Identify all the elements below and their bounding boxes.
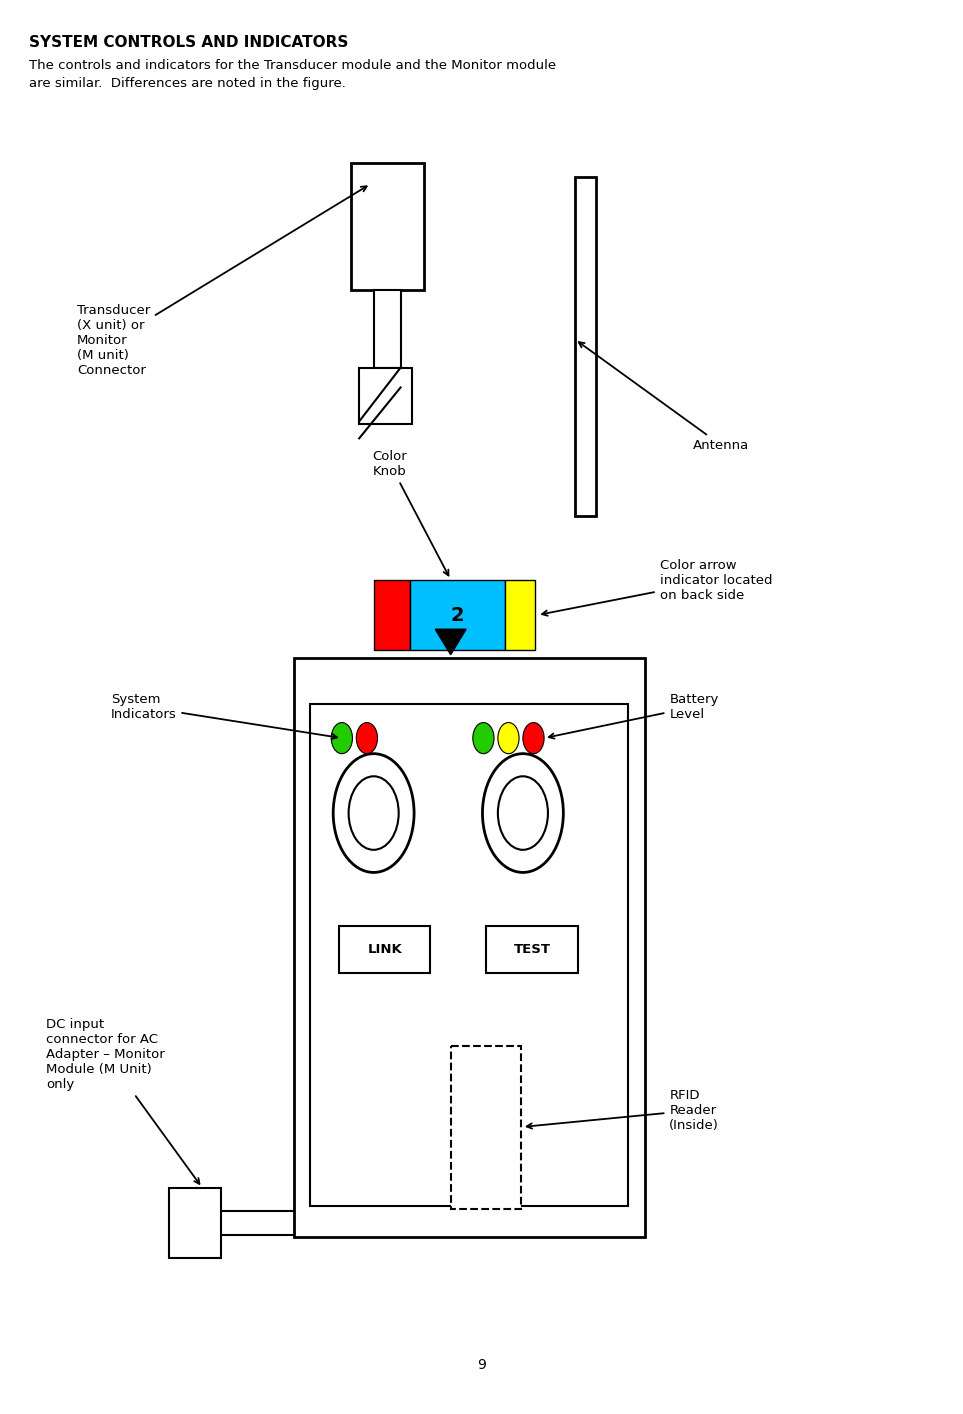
- Circle shape: [498, 723, 519, 754]
- Text: 2: 2: [451, 605, 464, 625]
- Text: Transducer
(X unit) or
Monitor
(M unit)
Connector: Transducer (X unit) or Monitor (M unit) …: [77, 187, 367, 378]
- Text: Antenna: Antenna: [579, 342, 749, 452]
- Circle shape: [356, 723, 377, 754]
- Bar: [374, 580, 410, 650]
- Text: Color
Knob: Color Knob: [373, 450, 449, 575]
- Text: Battery
Level: Battery Level: [549, 693, 718, 738]
- Text: RFID
Reader
(Inside): RFID Reader (Inside): [527, 1089, 719, 1131]
- Bar: [374, 290, 401, 368]
- Text: LINK: LINK: [367, 943, 403, 956]
- Circle shape: [523, 723, 544, 754]
- Circle shape: [333, 754, 414, 872]
- Circle shape: [473, 723, 494, 754]
- Text: System
Indicators: System Indicators: [111, 693, 337, 740]
- Bar: [351, 163, 424, 290]
- Bar: [339, 926, 430, 973]
- Bar: [169, 1188, 221, 1258]
- Text: SYSTEM CONTROLS AND INDICATORS: SYSTEM CONTROLS AND INDICATORS: [29, 35, 349, 51]
- Bar: [575, 177, 596, 516]
- Bar: [310, 704, 628, 1206]
- Bar: [359, 368, 412, 424]
- Circle shape: [331, 723, 352, 754]
- Bar: [505, 580, 535, 650]
- Circle shape: [482, 754, 563, 872]
- Bar: [294, 658, 645, 1237]
- Bar: [486, 926, 578, 973]
- Text: Color arrow
indicator located
on back side: Color arrow indicator located on back si…: [542, 559, 772, 615]
- Bar: [451, 1046, 521, 1209]
- Polygon shape: [435, 629, 466, 655]
- Circle shape: [349, 776, 399, 850]
- Bar: [410, 580, 505, 650]
- Circle shape: [498, 776, 548, 850]
- Text: 9: 9: [477, 1357, 486, 1372]
- Text: DC input
connector for AC
Adapter – Monitor
Module (M Unit)
only: DC input connector for AC Adapter – Moni…: [46, 1018, 199, 1184]
- Text: The controls and indicators for the Transducer module and the Monitor module
are: The controls and indicators for the Tran…: [29, 59, 556, 90]
- Text: TEST: TEST: [513, 943, 551, 956]
